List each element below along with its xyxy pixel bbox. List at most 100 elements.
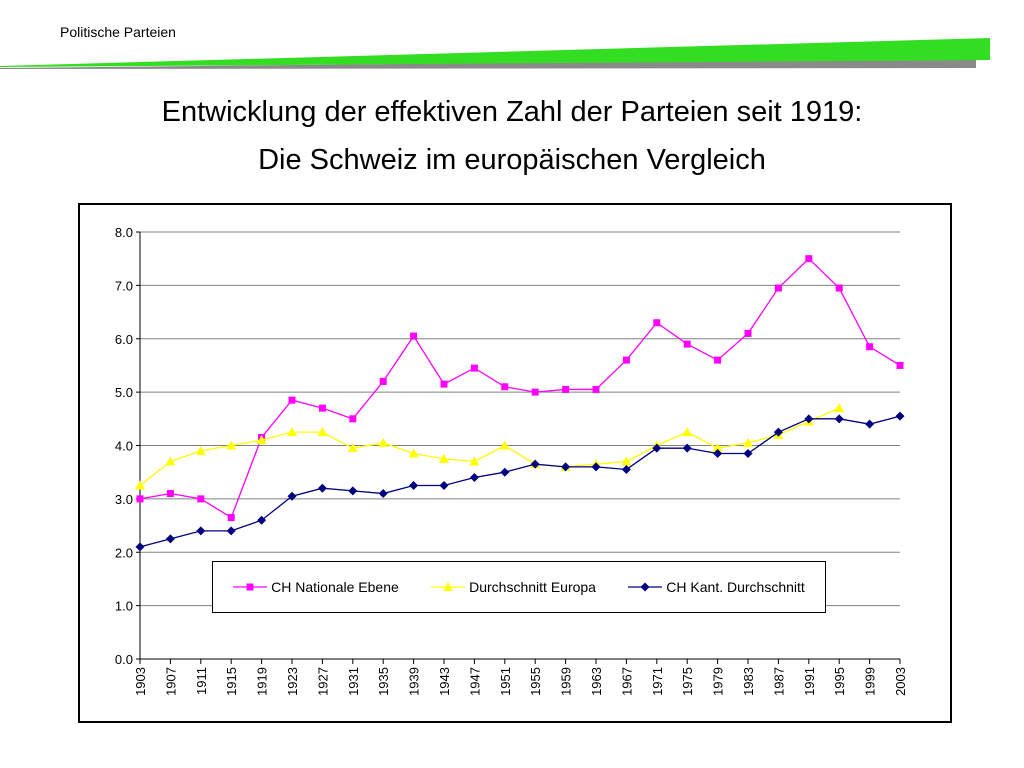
header-green-stripe	[0, 38, 990, 67]
data-point-ch-kant-durchschnitt	[196, 526, 206, 536]
y-tick-label: 7.0	[115, 278, 133, 293]
data-point-durchschnitt-europa	[469, 456, 480, 466]
title-line-1: Entwicklung der effektiven Zahl der Part…	[161, 96, 863, 128]
data-point-durchschnitt-europa	[287, 427, 297, 437]
data-point-ch-nationale-ebene	[774, 284, 782, 292]
data-point-ch-kant-durchschnitt	[773, 427, 783, 437]
data-point-ch-kant-durchschnitt	[226, 526, 236, 536]
series-line-durchschnitt-europa	[139, 407, 840, 487]
legend-key-ch-nationale-ebene	[233, 583, 268, 591]
data-point-durchschnitt-europa	[439, 453, 449, 463]
legend-label: Durchschnitt Europa	[469, 579, 596, 595]
x-tick-label: 1987	[771, 667, 786, 696]
data-point-durchschnitt-europa	[195, 445, 206, 455]
data-point-durchschnitt-europa	[743, 437, 753, 447]
data-point-ch-kant-durchschnitt	[682, 443, 692, 453]
data-point-ch-kant-durchschnitt	[378, 489, 388, 499]
x-tick-label: 1959	[559, 667, 574, 696]
legend-item-ch-kant-durchschnitt: CH Kant. Durchschnitt	[628, 579, 805, 595]
data-point-durchschnitt-europa	[226, 440, 237, 450]
data-point-ch-kant-durchschnitt	[135, 542, 145, 552]
y-tick-label: 8.0	[115, 225, 133, 240]
data-point-ch-nationale-ebene	[410, 332, 418, 340]
x-tick-label: 1947	[467, 667, 482, 696]
x-tick-label: 1991	[802, 667, 817, 696]
data-point-ch-nationale-ebene	[440, 380, 448, 388]
legend-label: CH Kant. Durchschnitt	[666, 579, 805, 595]
data-point-ch-nationale-ebene	[197, 495, 205, 503]
x-tick-label: 1995	[832, 667, 847, 696]
legend-label: CH Nationale Ebene	[271, 579, 399, 595]
data-point-ch-kant-durchschnitt	[713, 449, 723, 459]
data-point-durchschnitt-europa	[256, 435, 267, 445]
data-point-ch-nationale-ebene	[562, 385, 570, 393]
data-point-ch-nationale-ebene	[288, 396, 296, 404]
data-point-ch-kant-durchschnitt	[834, 414, 844, 424]
x-tick-label: 1999	[863, 667, 878, 696]
x-tick-label: 1955	[528, 667, 543, 696]
data-point-ch-nationale-ebene	[592, 385, 600, 393]
data-point-ch-nationale-ebene	[379, 377, 387, 385]
y-tick-label: 5.0	[115, 385, 133, 400]
line-chart: 0.0 1.0 2.0 3.0 4.0 5.0 6.0 7.0 8.0 1903 1907 1911 1…	[115, 225, 908, 696]
data-point-ch-kant-durchschnitt	[804, 414, 814, 424]
data-point-durchschnitt-europa	[135, 480, 145, 490]
series-line-ch-kant-durchschnitt	[139, 415, 901, 548]
x-tick-label: 1975	[680, 667, 695, 696]
data-point-ch-kant-durchschnitt	[652, 443, 662, 453]
x-tick-label: 1931	[346, 667, 361, 696]
data-point-durchschnitt-europa	[408, 448, 419, 458]
y-tick-label: 0.0	[115, 652, 133, 667]
x-tick-label: 1983	[741, 667, 756, 696]
data-point-ch-kant-durchschnitt	[743, 449, 753, 459]
data-point-ch-nationale-ebene	[866, 343, 874, 351]
data-point-ch-kant-durchschnitt	[257, 515, 267, 525]
data-point-ch-kant-durchschnitt	[439, 481, 449, 491]
x-tick-label: 1943	[437, 667, 452, 696]
data-point-ch-kant-durchschnitt	[165, 534, 175, 544]
data-point-durchschnitt-europa	[712, 443, 723, 453]
data-point-ch-nationale-ebene	[744, 329, 752, 337]
header-label: Politische Parteien	[60, 24, 176, 40]
data-point-durchschnitt-europa	[834, 403, 845, 413]
data-point-ch-nationale-ebene	[470, 364, 478, 372]
data-point-durchschnitt-europa	[165, 456, 176, 466]
title-line-2: Die Schweiz im europäischen Vergleich	[258, 144, 766, 176]
data-point-ch-nationale-ebene	[227, 514, 235, 522]
data-point-ch-nationale-ebene	[531, 388, 539, 396]
data-point-ch-nationale-ebene	[622, 356, 630, 364]
legend-key-durchschnitt-europa	[431, 582, 466, 591]
data-point-ch-nationale-ebene	[896, 361, 904, 369]
x-tick-label: 1915	[224, 667, 239, 696]
y-tick-label: 2.0	[115, 545, 133, 560]
x-tick-label: 1967	[619, 667, 634, 696]
data-point-ch-kant-durchschnitt	[621, 465, 631, 475]
page-title: Entwicklung der effektiven Zahl der Part…	[0, 88, 1024, 184]
data-point-ch-nationale-ebene	[136, 495, 144, 503]
x-tick-label: 1923	[285, 667, 300, 696]
data-point-ch-kant-durchschnitt	[287, 491, 297, 501]
data-point-ch-nationale-ebene	[349, 415, 357, 423]
data-point-ch-kant-durchschnitt	[500, 467, 510, 477]
header-accent-bar	[0, 38, 990, 69]
data-point-ch-kant-durchschnitt	[865, 419, 875, 429]
data-point-ch-kant-durchschnitt	[469, 473, 479, 483]
data-point-ch-nationale-ebene	[683, 340, 691, 348]
x-tick-label: 1927	[315, 667, 330, 696]
data-point-ch-nationale-ebene	[318, 404, 326, 412]
data-point-durchschnitt-europa	[347, 443, 358, 453]
x-tick-label: 1963	[589, 667, 604, 696]
x-tick-label: 2003	[893, 667, 908, 696]
x-tick-label: 1903	[133, 667, 148, 696]
data-point-ch-kant-durchschnitt	[409, 481, 419, 491]
data-point-ch-kant-durchschnitt	[561, 462, 571, 472]
data-point-ch-nationale-ebene	[501, 383, 509, 391]
series-line-ch-nationale-ebene	[139, 257, 901, 519]
y-tick-label: 4.0	[115, 439, 133, 454]
data-point-durchschnitt-europa	[317, 427, 328, 437]
data-point-ch-kant-durchschnitt	[348, 486, 358, 496]
data-point-ch-kant-durchschnitt	[895, 411, 905, 421]
data-point-ch-kant-durchschnitt	[317, 483, 327, 493]
data-point-ch-nationale-ebene	[714, 356, 722, 364]
data-point-durchschnitt-europa	[621, 456, 632, 466]
